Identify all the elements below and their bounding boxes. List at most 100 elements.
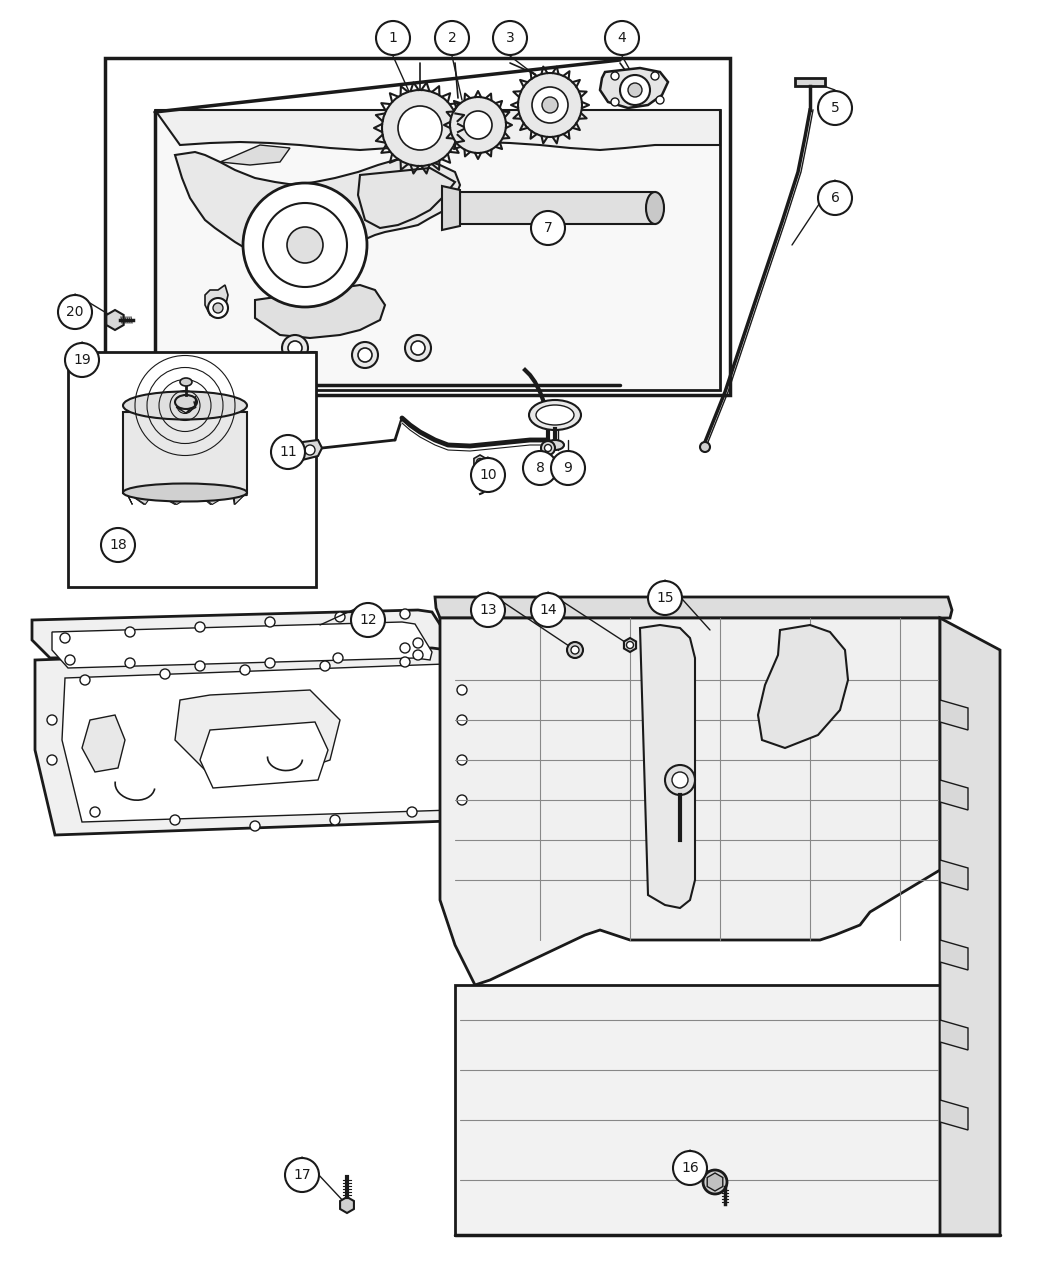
Circle shape <box>358 348 372 362</box>
Circle shape <box>351 603 385 638</box>
Circle shape <box>450 97 506 153</box>
Circle shape <box>611 98 619 106</box>
Polygon shape <box>197 492 232 505</box>
Circle shape <box>818 181 852 215</box>
Circle shape <box>651 71 659 80</box>
Polygon shape <box>234 492 247 505</box>
Polygon shape <box>126 492 132 505</box>
Polygon shape <box>155 492 195 505</box>
Polygon shape <box>455 986 940 1235</box>
Text: 19: 19 <box>74 353 91 367</box>
Circle shape <box>125 627 135 638</box>
Text: 9: 9 <box>564 462 572 476</box>
Circle shape <box>673 1151 707 1184</box>
Circle shape <box>304 445 315 455</box>
Circle shape <box>282 335 308 361</box>
Polygon shape <box>600 68 668 108</box>
Circle shape <box>400 643 410 653</box>
Ellipse shape <box>123 483 247 501</box>
Polygon shape <box>940 1020 968 1051</box>
Circle shape <box>407 807 417 817</box>
Text: 4: 4 <box>617 31 627 45</box>
Circle shape <box>47 755 57 765</box>
Polygon shape <box>940 780 968 810</box>
Circle shape <box>435 20 469 55</box>
Text: 8: 8 <box>536 462 545 476</box>
Polygon shape <box>442 186 460 229</box>
Ellipse shape <box>546 440 564 450</box>
Circle shape <box>628 83 642 97</box>
Ellipse shape <box>180 377 192 386</box>
Circle shape <box>545 445 551 451</box>
Circle shape <box>80 674 90 685</box>
Circle shape <box>195 660 205 671</box>
Ellipse shape <box>536 405 574 425</box>
Ellipse shape <box>123 391 247 419</box>
Polygon shape <box>640 625 695 908</box>
Circle shape <box>243 184 368 307</box>
Polygon shape <box>940 861 968 890</box>
Circle shape <box>541 441 555 455</box>
Polygon shape <box>940 940 968 970</box>
Circle shape <box>665 765 695 796</box>
Circle shape <box>195 622 205 632</box>
Text: 6: 6 <box>831 191 839 205</box>
Circle shape <box>60 632 70 643</box>
Circle shape <box>288 340 302 354</box>
Text: 2: 2 <box>447 31 457 45</box>
Text: 18: 18 <box>109 538 127 552</box>
Polygon shape <box>175 152 460 275</box>
Ellipse shape <box>529 400 581 430</box>
Circle shape <box>170 815 180 825</box>
Circle shape <box>160 669 170 680</box>
Text: 7: 7 <box>544 221 552 235</box>
Polygon shape <box>123 412 247 492</box>
Polygon shape <box>200 722 328 788</box>
Circle shape <box>58 295 92 329</box>
Circle shape <box>620 75 650 105</box>
Circle shape <box>320 660 330 671</box>
Polygon shape <box>358 168 455 228</box>
Circle shape <box>457 796 467 805</box>
Ellipse shape <box>175 395 197 409</box>
Circle shape <box>335 612 345 622</box>
Circle shape <box>65 343 99 377</box>
Circle shape <box>287 227 323 263</box>
Circle shape <box>531 210 565 245</box>
Circle shape <box>400 657 410 667</box>
Text: 14: 14 <box>540 603 557 617</box>
Polygon shape <box>940 700 968 731</box>
Polygon shape <box>708 1173 722 1191</box>
Text: 3: 3 <box>506 31 514 45</box>
Circle shape <box>464 111 492 139</box>
Circle shape <box>213 303 223 312</box>
Circle shape <box>400 609 410 618</box>
Circle shape <box>523 451 556 484</box>
Circle shape <box>605 20 639 55</box>
Circle shape <box>65 655 75 666</box>
Polygon shape <box>340 1197 354 1213</box>
Circle shape <box>376 20 410 55</box>
Circle shape <box>285 1158 319 1192</box>
Polygon shape <box>758 625 848 748</box>
Text: 5: 5 <box>831 101 839 115</box>
Polygon shape <box>255 286 385 338</box>
Circle shape <box>532 87 568 122</box>
Circle shape <box>477 459 483 465</box>
Circle shape <box>411 340 425 354</box>
Polygon shape <box>195 492 231 505</box>
Polygon shape <box>175 690 340 770</box>
Circle shape <box>656 96 664 105</box>
Circle shape <box>413 638 423 648</box>
Circle shape <box>262 203 346 287</box>
Polygon shape <box>82 715 125 771</box>
Circle shape <box>330 815 340 825</box>
Circle shape <box>271 435 304 469</box>
Circle shape <box>413 650 423 660</box>
Polygon shape <box>435 597 952 618</box>
Polygon shape <box>62 664 472 822</box>
Polygon shape <box>232 492 247 505</box>
Circle shape <box>208 298 228 317</box>
Polygon shape <box>155 110 720 150</box>
Circle shape <box>250 821 260 831</box>
